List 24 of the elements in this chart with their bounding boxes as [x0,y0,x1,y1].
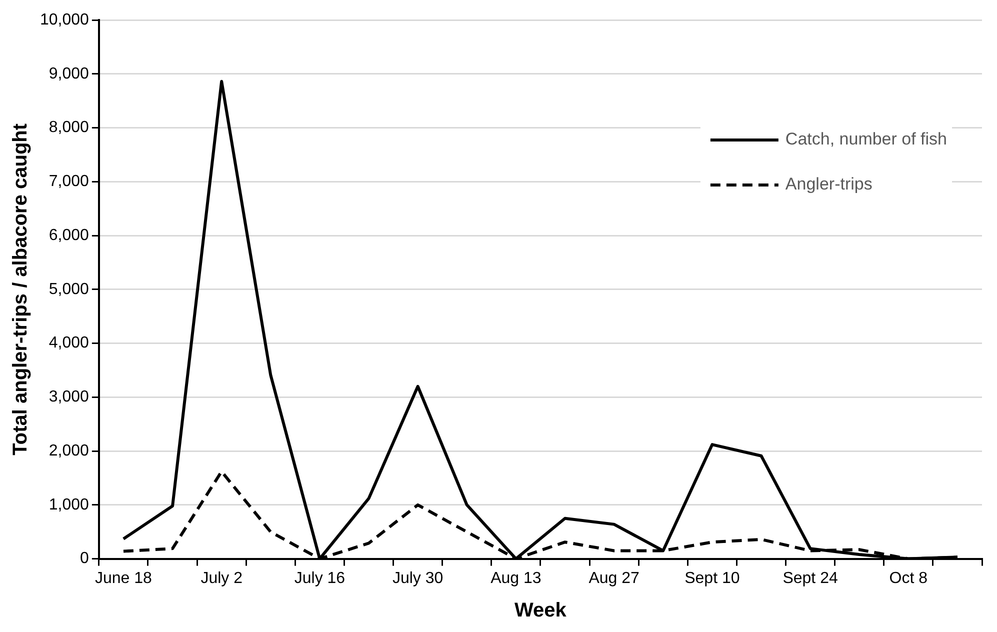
x-tick-label: Sept 24 [782,570,838,587]
y-tick-label: 3,000 [48,388,90,406]
x-tick-label: July 16 [294,570,346,587]
y-tick-label: 0 [80,550,90,568]
x-tick-label: June 18 [95,570,152,587]
legend-label: Angler-trips [785,174,872,194]
y-tick-label: 1,000 [48,496,90,514]
x-tick-label: Aug 13 [490,570,542,587]
x-tick-label: Aug 27 [588,570,640,587]
y-axis-title: Total angler-trips / albacore caught [10,123,32,456]
x-tick-label: Sept 10 [684,570,740,587]
y-tick-label: 5,000 [48,280,90,298]
x-axis-title: Week [514,600,568,622]
x-tick-label: July 30 [392,570,444,587]
y-tick-label: 4,000 [48,334,90,352]
y-tick-label: 7,000 [48,173,90,190]
legend-label: Catch, number of fish [785,130,948,149]
y-tick-label: 9,000 [48,65,90,82]
x-tick-label: July 2 [200,570,243,587]
x-tick-label: Oct 8 [889,570,928,587]
y-tick-label: 10,000 [40,11,90,28]
y-tick-label: 6,000 [48,226,90,244]
y-tick-label: 2,000 [48,442,90,460]
y-tick-label: 8,000 [48,119,90,136]
